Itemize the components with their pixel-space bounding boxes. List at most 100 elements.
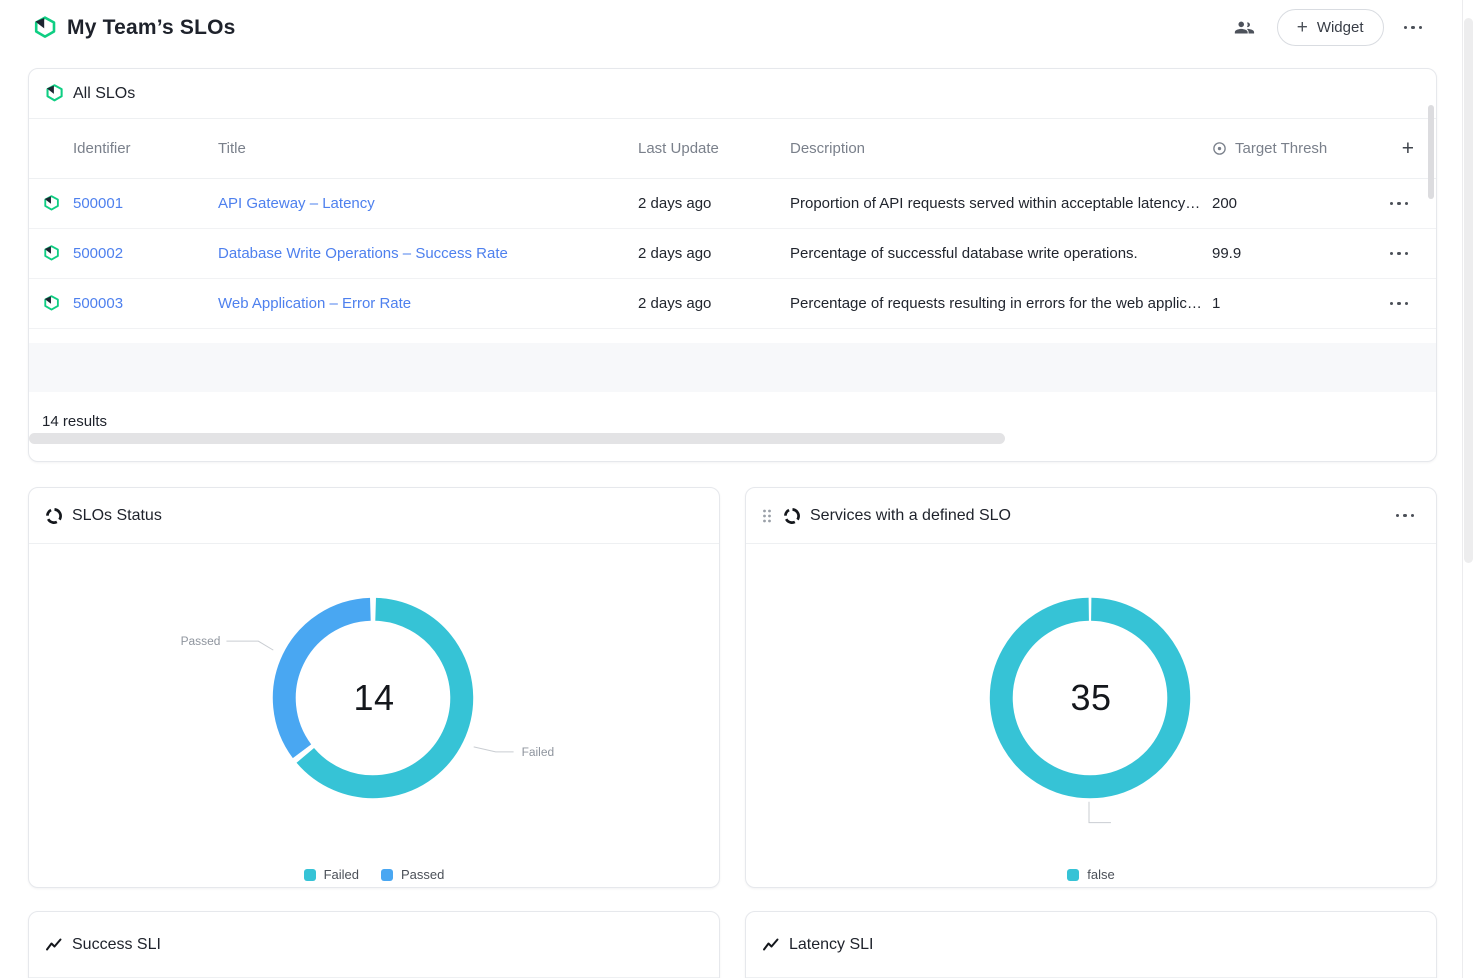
identifier-link[interactable]: 500002 bbox=[73, 245, 124, 262]
slo-entity-icon bbox=[44, 195, 59, 211]
table-row: 500001 API Gateway – Latency 2 days ago … bbox=[29, 179, 1436, 229]
slos-status-titlebar: SLOs Status bbox=[29, 488, 719, 544]
people-icon bbox=[1234, 21, 1254, 33]
description-cell: Proportion of API requests served within… bbox=[790, 195, 1201, 212]
target-cell: 1 bbox=[1212, 295, 1221, 312]
row-menu-button[interactable] bbox=[1384, 196, 1415, 212]
donut-arcs bbox=[272, 597, 474, 799]
target-cell: 200 bbox=[1212, 195, 1238, 212]
col-header-target[interactable]: Target Thresh bbox=[1212, 140, 1362, 157]
donut-chart[interactable] bbox=[746, 546, 1436, 846]
col-header-description[interactable]: Description bbox=[790, 140, 866, 157]
plus-icon: + bbox=[1296, 17, 1308, 38]
donut-arcs bbox=[989, 597, 1191, 799]
widget-menu-button[interactable] bbox=[1390, 508, 1421, 524]
title-link[interactable]: Database Write Operations – Success Rate bbox=[218, 245, 508, 262]
last-update-cell: 2 days ago bbox=[638, 295, 712, 312]
identifier-link[interactable]: 500003 bbox=[73, 295, 124, 312]
col-header-title[interactable]: Title bbox=[218, 140, 246, 157]
page-menu-button[interactable] bbox=[1398, 20, 1429, 36]
callout-label-passed: Passed bbox=[181, 634, 221, 648]
title-link[interactable]: Web Application – Error Rate bbox=[218, 295, 412, 312]
add-widget-button[interactable]: + Widget bbox=[1276, 9, 1384, 46]
app-logo-icon bbox=[34, 15, 56, 38]
identifier-link[interactable]: 500001 bbox=[73, 195, 124, 212]
description-cell: Percentage of requests resulting in erro… bbox=[790, 295, 1202, 312]
latency-sli-titlebar: Latency SLI bbox=[746, 912, 1436, 978]
target-cell: 99.9 bbox=[1212, 245, 1242, 262]
table-empty-space bbox=[29, 329, 1436, 343]
pie-chart-icon bbox=[784, 507, 800, 524]
row-menu-button[interactable] bbox=[1384, 246, 1415, 262]
team-members-button[interactable] bbox=[1227, 11, 1261, 45]
legend-item-false[interactable]: false bbox=[1067, 867, 1115, 882]
ellipsis-icon bbox=[1395, 513, 1399, 518]
services-slo-widget: Services with a defined SLO 35 false bbox=[745, 487, 1437, 888]
latency-sli-title: Latency SLI bbox=[789, 935, 874, 953]
success-sli-widget: Success SLI bbox=[28, 911, 720, 978]
ellipsis-icon bbox=[1389, 201, 1393, 206]
table-row: 500003 Web Application – Error Rate 2 da… bbox=[29, 279, 1436, 329]
legend-item-passed[interactable]: Passed bbox=[381, 867, 444, 882]
line-chart-icon bbox=[46, 938, 62, 950]
donut-chart[interactable]: Passed Failed bbox=[29, 546, 719, 846]
legend-label: Failed bbox=[323, 867, 360, 882]
legend-swatch bbox=[1067, 868, 1080, 881]
chart-legend: false bbox=[746, 867, 1436, 882]
slos-status-widget: SLOs Status Passed Failed 14 Failed bbox=[28, 487, 720, 888]
donut-segment-false[interactable] bbox=[989, 597, 1191, 799]
latency-sli-widget: Latency SLI bbox=[745, 911, 1437, 978]
last-update-cell: 2 days ago bbox=[638, 245, 712, 262]
services-slo-titlebar: Services with a defined SLO bbox=[746, 488, 1436, 544]
title-link[interactable]: API Gateway – Latency bbox=[218, 195, 375, 212]
legend-item-failed[interactable]: Failed bbox=[303, 867, 360, 882]
table-row: 500002 Database Write Operations – Succe… bbox=[29, 229, 1436, 279]
legend-swatch bbox=[303, 868, 316, 881]
slos-status-chart: Passed Failed 14 Failed Passed bbox=[29, 546, 719, 882]
slo-blueprint-icon bbox=[46, 84, 63, 102]
col-header-last-update[interactable]: Last Update bbox=[638, 140, 719, 157]
page-scrollbar bbox=[1462, 0, 1474, 978]
page-scrollbar-thumb[interactable] bbox=[1464, 18, 1473, 563]
donut-center-value: 14 bbox=[353, 677, 395, 718]
callout-line-passed bbox=[226, 640, 274, 651]
all-slos-title: All SLOs bbox=[73, 84, 136, 102]
legend-label: false bbox=[1087, 867, 1115, 882]
donut-center-value: 35 bbox=[1070, 677, 1112, 718]
all-slos-titlebar: All SLOs bbox=[29, 69, 1436, 119]
add-column-button[interactable]: + bbox=[1401, 137, 1414, 160]
table-header-row: Identifier Title Last Update Description… bbox=[29, 119, 1436, 179]
last-update-cell: 2 days ago bbox=[638, 195, 712, 212]
pie-chart-icon bbox=[46, 507, 62, 524]
callout-line-false bbox=[1088, 801, 1111, 824]
callout-label-failed: Failed bbox=[522, 745, 555, 759]
legend-label: Passed bbox=[401, 867, 445, 882]
donut-segment-passed[interactable] bbox=[272, 597, 372, 759]
add-widget-label: Widget bbox=[1316, 19, 1364, 36]
row-menu-button[interactable] bbox=[1384, 296, 1415, 312]
callout-line-failed bbox=[473, 746, 514, 753]
description-cell: Percentage of successful database write … bbox=[790, 245, 1138, 262]
horizontal-scrollbar-thumb[interactable] bbox=[29, 433, 1005, 444]
top-bar: My Team’s SLOs + Widget bbox=[0, 0, 1474, 55]
dashboard-content: All SLOs Identifier Title Last Update De… bbox=[28, 68, 1437, 978]
success-sli-titlebar: Success SLI bbox=[29, 912, 719, 978]
drag-handle[interactable] bbox=[762, 508, 772, 524]
ellipsis-icon bbox=[1389, 251, 1393, 256]
table-scroll-track bbox=[29, 343, 1436, 392]
target-icon bbox=[1213, 142, 1226, 155]
services-slo-title: Services with a defined SLO bbox=[810, 506, 1011, 524]
slo-entity-icon bbox=[44, 295, 59, 311]
slo-entity-icon bbox=[44, 245, 59, 261]
vertical-scrollbar-thumb[interactable] bbox=[1428, 105, 1434, 199]
page-title: My Team’s SLOs bbox=[67, 15, 236, 39]
chart-legend: Failed Passed bbox=[29, 867, 719, 882]
services-slo-chart: 35 false bbox=[746, 546, 1436, 882]
col-header-identifier[interactable]: Identifier bbox=[73, 140, 131, 157]
slos-status-title: SLOs Status bbox=[72, 506, 162, 524]
drag-dots-icon bbox=[763, 509, 771, 522]
line-chart-icon bbox=[763, 938, 779, 950]
success-sli-title: Success SLI bbox=[72, 935, 161, 953]
donut-segment-failed[interactable] bbox=[296, 597, 474, 799]
ellipsis-icon bbox=[1389, 301, 1393, 306]
